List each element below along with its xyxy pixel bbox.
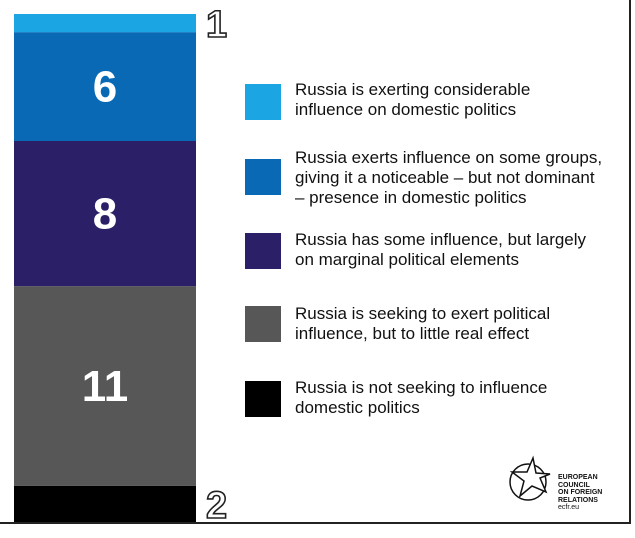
legend-label: Russia is seeking to exert political inf… <box>295 304 551 343</box>
logo-mark <box>509 455 551 501</box>
logo-line: ecfr.eu <box>558 504 580 511</box>
bar-segment <box>14 14 196 33</box>
logo-line: EUROPEAN <box>558 474 598 481</box>
legend-swatch <box>245 159 281 195</box>
bar-segment <box>14 141 196 287</box>
bar-segment <box>14 286 196 486</box>
value-label: 6 <box>93 63 117 112</box>
bar-segment <box>14 485 196 522</box>
bar-segment <box>14 32 196 142</box>
legend-label: Russia is exerting considerable influenc… <box>295 80 531 119</box>
value-label: 8 <box>93 190 117 239</box>
logo-line: RELATIONS <box>558 496 598 504</box>
legend-swatch <box>245 381 281 417</box>
value-label: 11 <box>82 362 129 411</box>
legend-label: Russia has some influence, but largely o… <box>295 230 587 269</box>
legend-swatch <box>245 233 281 269</box>
legend-label: Russia is not seeking to influence domes… <box>295 378 548 417</box>
legend-swatch <box>245 84 281 120</box>
logo-line: ON FOREIGN <box>558 489 603 496</box>
legend-label: Russia exerts influence on some groups, … <box>295 148 603 207</box>
logo-line: COUNCIL <box>558 481 590 489</box>
logo-text: EUROPEAN COUNCIL ON FOREIGN RELATIONS ecfr.e… <box>558 474 602 512</box>
legend-swatch <box>245 306 281 342</box>
value-label: 2 <box>206 485 227 527</box>
value-label: 1 <box>206 4 227 46</box>
